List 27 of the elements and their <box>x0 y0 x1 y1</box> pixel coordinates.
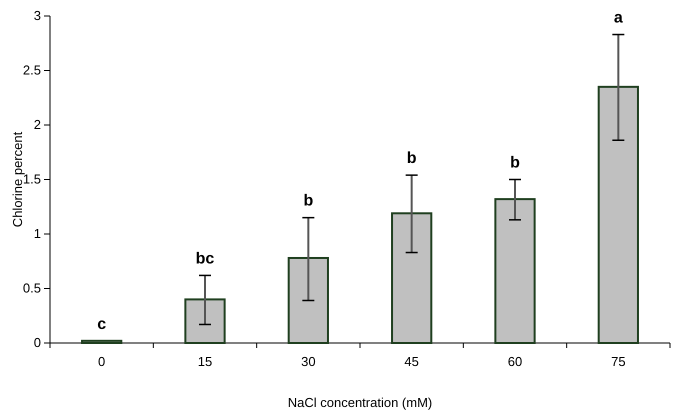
x-tick-label: 15 <box>198 354 212 370</box>
y-tick-label: 2.5 <box>22 62 41 78</box>
y-tick-label: 1.5 <box>22 172 41 187</box>
y-tick-label: 0.5 <box>22 280 41 296</box>
x-tick-label: 0 <box>98 354 106 370</box>
annotation: a <box>614 10 623 27</box>
x-axis-title: NaCl concentration (mM) <box>288 395 432 410</box>
x-tick-label: 60 <box>508 354 522 370</box>
x-tick-label: 30 <box>301 354 316 370</box>
x-tick-label: 45 <box>404 354 419 370</box>
annotation: bc <box>196 250 214 268</box>
bar <box>598 86 639 344</box>
annotation: c <box>97 316 106 333</box>
y-tick-label: 3 <box>34 8 41 24</box>
y-axis-title: Chlorine percent <box>10 131 25 228</box>
bar <box>391 212 432 344</box>
bar <box>494 198 536 344</box>
bar <box>184 298 226 344</box>
y-tick-label: 2 <box>34 117 41 132</box>
annotation: b <box>406 150 417 168</box>
annotation: b <box>510 154 520 172</box>
y-tick-label: 0 <box>34 335 41 350</box>
y-tick-label: 1 <box>34 226 41 242</box>
annotation: b <box>303 192 314 210</box>
bar <box>81 340 122 344</box>
bar <box>288 256 329 344</box>
x-tick-label: 75 <box>611 354 626 370</box>
